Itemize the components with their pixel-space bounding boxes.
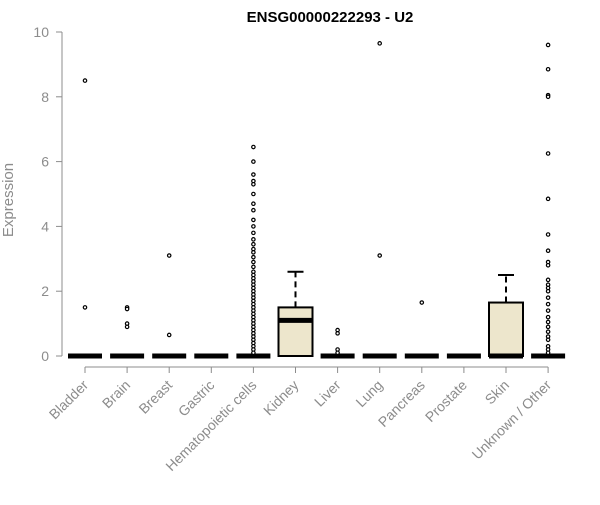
iqr-box bbox=[488, 301, 524, 358]
outlier-point-hematopoietic-cells-0 bbox=[251, 144, 256, 150]
outlier-point-unknown-other-16 bbox=[545, 308, 551, 313]
outlier-point-breast-1 bbox=[166, 332, 172, 338]
iqr-box bbox=[277, 306, 314, 357]
outlier-point-unknown-other-13 bbox=[545, 288, 551, 294]
outlier-point-lung-1 bbox=[377, 253, 383, 258]
outlier-point-hematopoietic-cells-8 bbox=[251, 217, 256, 223]
outlier-point-hematopoietic-cells-15 bbox=[251, 254, 256, 260]
outlier-point-hematopoietic-cells-4 bbox=[251, 181, 256, 187]
outlier-point-unknown-other-14 bbox=[545, 295, 551, 300]
x-tick-label-bladder: Bladder bbox=[46, 377, 92, 423]
outlier-point-unknown-other-20 bbox=[545, 329, 551, 335]
x-tick-label-breast: Breast bbox=[135, 377, 175, 417]
outlier-point-unknown-other-0 bbox=[545, 42, 551, 48]
outlier-point-hematopoietic-cells-10 bbox=[251, 230, 256, 236]
outlier-point-unknown-other-17 bbox=[545, 314, 551, 320]
outlier-point-unknown-other-9 bbox=[545, 262, 551, 268]
outlier-point-unknown-other-22 bbox=[545, 337, 551, 343]
outlier-point-unknown-other-18 bbox=[545, 319, 551, 325]
outlier-point-hematopoietic-cells-16 bbox=[251, 259, 256, 265]
box-skin bbox=[488, 274, 524, 359]
box-kidney bbox=[277, 270, 314, 357]
outlier-point-hematopoietic-cells-14 bbox=[251, 250, 256, 255]
outlier-point-hematopoietic-cells-5 bbox=[251, 191, 256, 197]
x-tick-label-unknown-other: Unknown / Other bbox=[469, 377, 555, 463]
outlier-points bbox=[82, 41, 551, 356]
outlier-point-brain-3 bbox=[124, 324, 130, 330]
outlier-point-hematopoietic-cells-1 bbox=[251, 159, 256, 164]
outlier-point-brain-1 bbox=[124, 306, 130, 312]
x-tick-label-kidney: Kidney bbox=[260, 377, 302, 419]
x-tick-label-pancreas: Pancreas bbox=[375, 377, 428, 430]
x-tick-label-skin: Skin bbox=[482, 377, 513, 408]
outlier-point-unknown-other-19 bbox=[545, 324, 551, 330]
outlier-point-unknown-other-4 bbox=[545, 151, 551, 156]
outlier-point-unknown-other-25 bbox=[545, 350, 551, 356]
outlier-point-hematopoietic-cells-9 bbox=[251, 224, 256, 229]
outlier-point-unknown-other-15 bbox=[545, 301, 551, 307]
y-tick-label-0: 0 bbox=[41, 348, 49, 364]
y-tick-label-10: 10 bbox=[33, 24, 49, 40]
outlier-point-unknown-other-5 bbox=[545, 196, 551, 202]
outlier-point-hematopoietic-cells-17 bbox=[251, 264, 256, 270]
outlier-point-liver-3 bbox=[335, 350, 340, 356]
outlier-point-bladder-0 bbox=[82, 78, 88, 83]
x-tick-label-liver: Liver bbox=[311, 377, 344, 410]
outlier-point-unknown-other-6 bbox=[545, 232, 551, 237]
y-tick-label-6: 6 bbox=[41, 154, 49, 170]
axes: 0 2 4 6 8 10 bbox=[33, 24, 549, 373]
x-tick-label-lung: Lung bbox=[352, 377, 385, 410]
outlier-point-hematopoietic-cells-7 bbox=[251, 207, 256, 213]
outlier-point-pancreas-0 bbox=[419, 300, 425, 305]
y-tick-label-8: 8 bbox=[41, 89, 49, 105]
outlier-point-hematopoietic-cells-12 bbox=[251, 241, 256, 247]
x-tick-label-brain: Brain bbox=[99, 377, 133, 411]
y-tick-label-2: 2 bbox=[41, 283, 49, 299]
boxes bbox=[68, 270, 566, 359]
y-axis-label: Expression bbox=[0, 163, 17, 237]
outlier-point-unknown-other-10 bbox=[545, 277, 551, 283]
outlier-point-hematopoietic-cells-2 bbox=[251, 172, 256, 177]
x-tick-label-prostate: Prostate bbox=[422, 377, 470, 425]
chart-title: ENSG00000222293 - U2 bbox=[247, 9, 414, 26]
outlier-point-hematopoietic-cells-6 bbox=[251, 201, 256, 207]
outlier-point-unknown-other-3 bbox=[545, 94, 551, 100]
outlier-point-bladder-1 bbox=[82, 305, 88, 310]
outlier-point-liver-1 bbox=[335, 331, 340, 336]
outlier-point-unknown-other-7 bbox=[545, 248, 551, 254]
y-tick-label-4: 4 bbox=[41, 218, 49, 234]
outlier-point-unknown-other-1 bbox=[545, 66, 551, 72]
outlier-point-hematopoietic-cells-11 bbox=[251, 237, 256, 242]
outlier-point-lung-0 bbox=[377, 41, 383, 46]
outlier-point-breast-0 bbox=[166, 253, 172, 258]
outlier-point-hematopoietic-cells-43 bbox=[251, 350, 256, 356]
